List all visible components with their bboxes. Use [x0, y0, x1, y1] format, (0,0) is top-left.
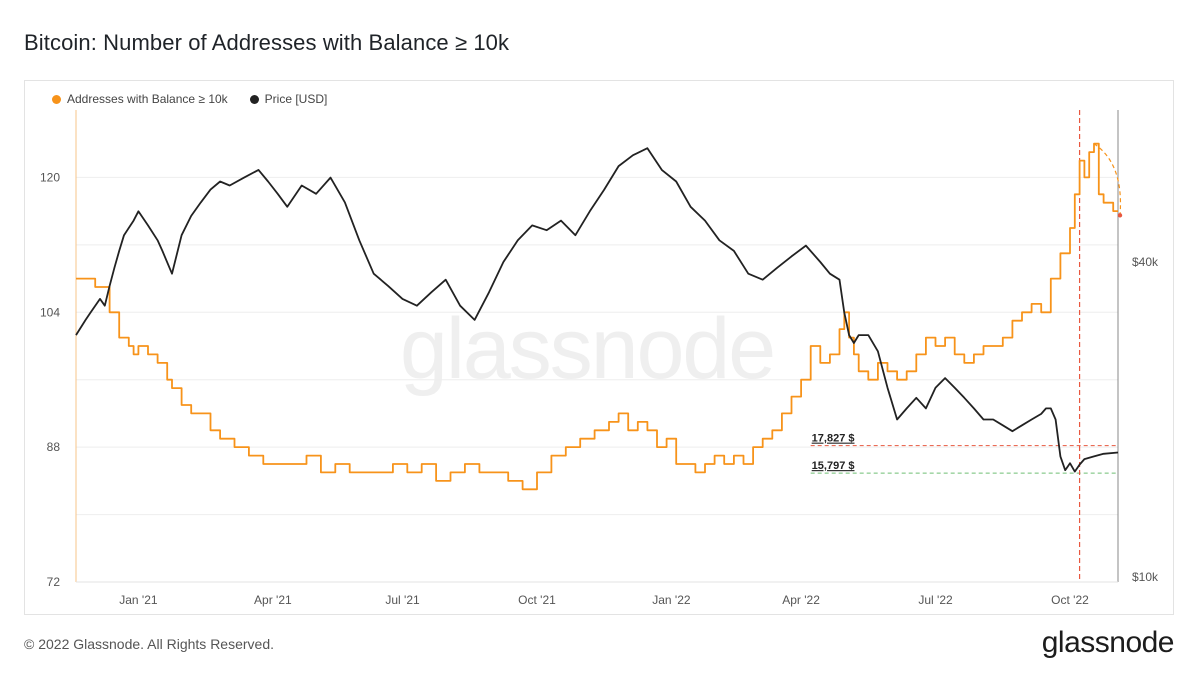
x-tick-7: Oct '22	[1051, 593, 1089, 607]
annotation-label-0: 17,827 $	[812, 433, 855, 445]
watermark: glassnode	[400, 301, 776, 397]
legend-label-addresses: Addresses with Balance ≥ 10k	[67, 92, 228, 106]
x-tick-0: Jan '21	[119, 593, 158, 607]
decline-arrow	[1093, 143, 1122, 216]
x-tick-5: Apr '22	[782, 593, 820, 607]
legend-label-price: Price [USD]	[264, 92, 328, 106]
chart-panel	[24, 80, 1174, 615]
y-left-tick-72: 72	[47, 575, 61, 589]
y-left-tick-104: 104	[40, 305, 60, 319]
legend-dot-addresses	[52, 94, 61, 104]
annotation-label-1: 15,797 $	[812, 460, 855, 472]
copyright: © 2022 Glassnode. All Rights Reserved.	[24, 636, 275, 652]
x-tick-1: Apr '21	[254, 593, 292, 607]
legend-item-price[interactable]: Price [USD]	[249, 92, 328, 106]
x-tick-4: Jan '22	[652, 593, 691, 607]
legend-dot-price	[249, 94, 259, 104]
y-right-tick-0: $10k	[1132, 570, 1159, 584]
x-tick-3: Oct '21	[518, 593, 556, 607]
y-right-tick-1: $40k	[1132, 255, 1159, 269]
x-tick-2: Jul '21	[385, 593, 420, 607]
y-left-tick-88: 88	[47, 440, 61, 454]
series-line-addresses[interactable]	[76, 142, 1118, 491]
legend: Addresses with Balance ≥ 10k Price [USD]	[52, 92, 327, 106]
y-left-tick-120: 120	[40, 170, 60, 184]
decline-arrow-head	[1117, 213, 1123, 218]
legend-item-addresses[interactable]: Addresses with Balance ≥ 10k	[52, 92, 228, 106]
chart-title: Bitcoin: Number of Addresses with Balanc…	[24, 30, 510, 55]
series-line-price[interactable]	[75, 147, 1119, 473]
x-tick-6: Jul '22	[918, 593, 953, 607]
brand-logo: glassnode	[1041, 626, 1175, 659]
